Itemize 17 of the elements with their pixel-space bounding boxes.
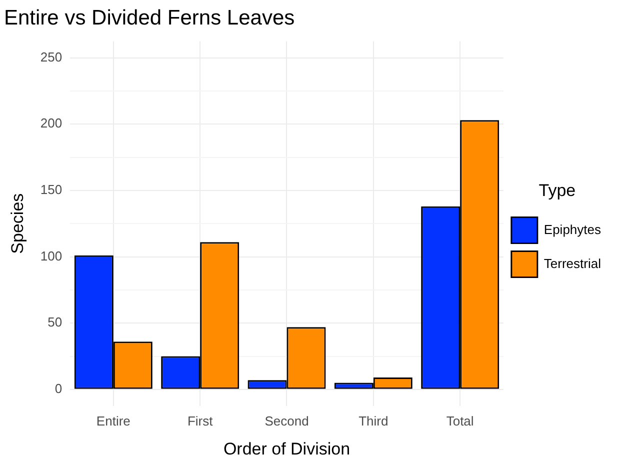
legend-title: Type bbox=[538, 180, 576, 200]
chart-title: Entire vs Divided Ferns Leaves bbox=[4, 6, 295, 30]
legend-label: Terrestrial bbox=[544, 256, 602, 271]
x-tick-label: First bbox=[187, 413, 214, 428]
legend-label: Epiphytes bbox=[544, 222, 602, 237]
y-tick-label: 250 bbox=[40, 49, 62, 64]
y-axis-title: Species bbox=[8, 193, 27, 254]
x-tick-label: Total bbox=[446, 413, 474, 428]
y-tick-label: 0 bbox=[54, 380, 62, 396]
y-tick-label: 200 bbox=[40, 116, 62, 131]
x-tick-label: Third bbox=[358, 413, 388, 428]
x-tick-label: Second bbox=[264, 413, 309, 428]
y-tick-label: 150 bbox=[40, 182, 62, 198]
x-tick-label: Entire bbox=[96, 413, 130, 428]
y-tick-label: 100 bbox=[40, 248, 62, 264]
x-axis-title: Order of Division bbox=[223, 439, 350, 458]
y-tick-label: 50 bbox=[48, 314, 62, 330]
